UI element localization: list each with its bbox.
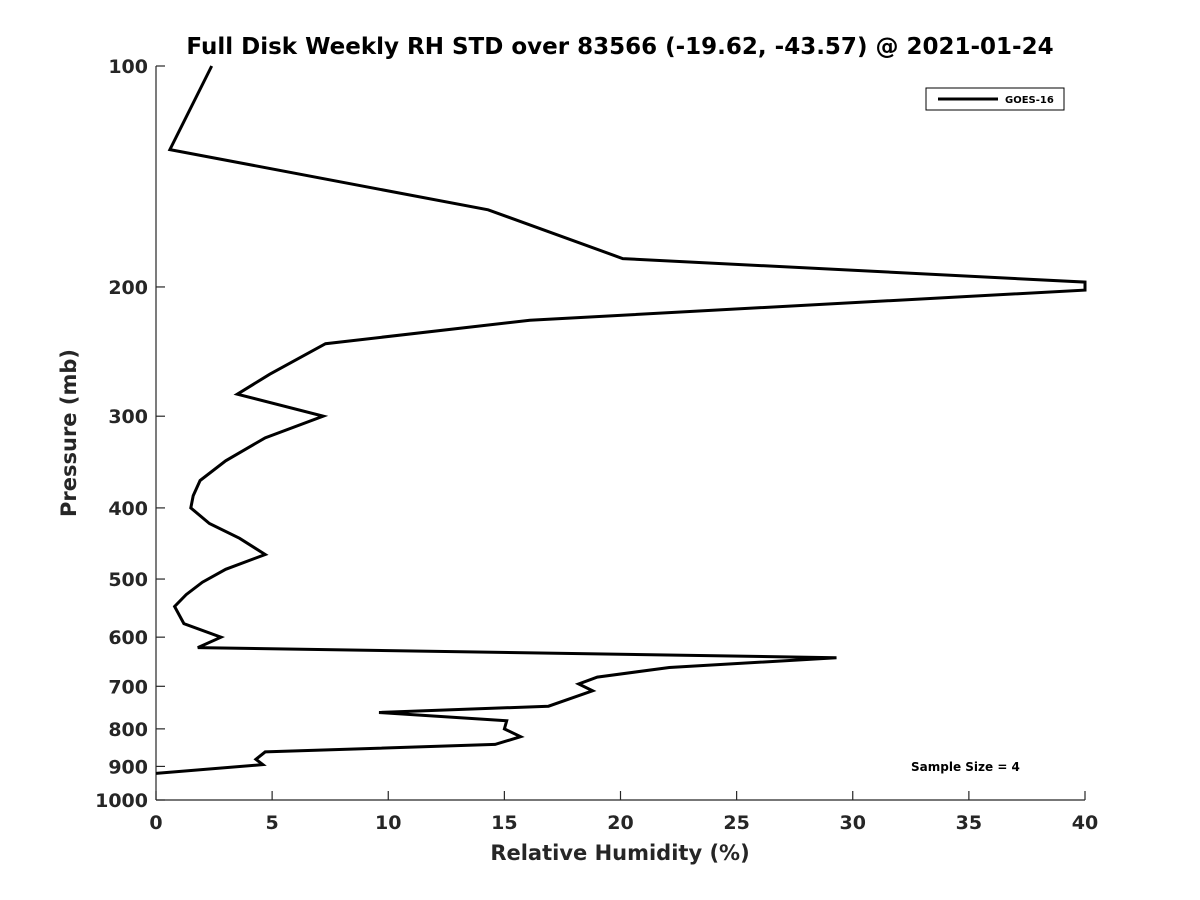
x-tick-label: 20: [607, 812, 633, 834]
y-tick-label: 400: [108, 498, 148, 520]
chart-title: Full Disk Weekly RH STD over 83566 (-19.…: [186, 34, 1053, 60]
y-tick-label: 300: [108, 406, 148, 428]
series-line-goes-16: [155, 65, 1087, 775]
x-tick-label: 30: [840, 812, 866, 834]
y-axis-label: Pressure (mb): [57, 349, 81, 517]
sample-size-annotation: Sample Size = 4: [911, 760, 1020, 774]
x-tick-label: 0: [149, 812, 162, 834]
y-tick-label: 900: [108, 756, 148, 778]
x-tick-label: 40: [1072, 812, 1098, 834]
x-tick-label: 25: [723, 812, 749, 834]
y-tick-label: 100: [108, 56, 148, 78]
y-tick-label: 700: [108, 676, 148, 698]
x-tick-label: 5: [266, 812, 279, 834]
x-tick-label: 10: [375, 812, 401, 834]
y-tick-label: 800: [108, 719, 148, 741]
x-tick-label: 15: [491, 812, 517, 834]
y-tick-label: 200: [108, 277, 148, 299]
legend: GOES-16: [925, 87, 1065, 111]
y-tick-label: 500: [108, 569, 148, 591]
legend-label-goes-16: GOES-16: [1005, 95, 1054, 106]
x-axis-label: Relative Humidity (%): [490, 841, 749, 865]
y-tick-label: 600: [108, 627, 148, 649]
x-tick-label: 35: [956, 812, 982, 834]
ticks: 0 5 10 15 20 25 30 35 40 100 200 300 400 500 600 700 800…: [95, 56, 1098, 834]
y-tick-label: 1000: [95, 790, 148, 812]
